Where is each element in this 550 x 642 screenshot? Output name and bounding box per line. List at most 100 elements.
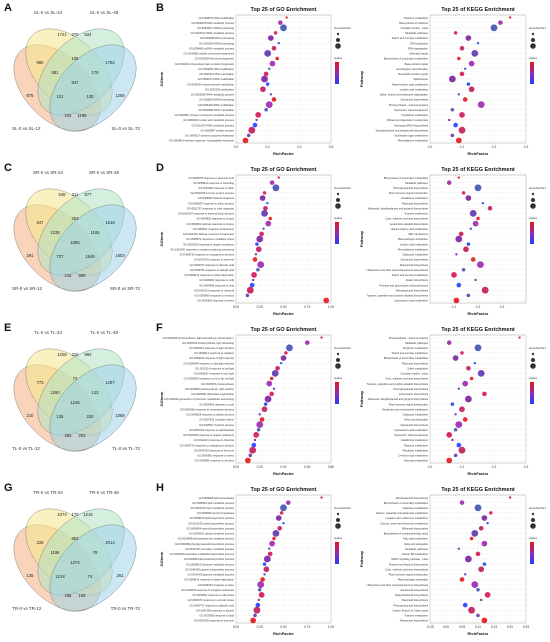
term-label: Anthocyanin biosynthesis bbox=[399, 392, 429, 396]
venn-region-count: 156 bbox=[65, 593, 73, 598]
enrichment-point bbox=[269, 180, 275, 185]
term-label: GO:0006694 steroid biosynthetic process bbox=[186, 526, 234, 530]
size-legend-dot bbox=[531, 192, 535, 196]
venn-region-count: 1603 bbox=[115, 253, 125, 258]
venn-set-label: SL-0 vs SL-24 bbox=[34, 10, 63, 15]
plot-title: Top 25 of KEGG Enrichment bbox=[441, 487, 515, 493]
term-label: GO:0009812 flavonoid metabolic process bbox=[186, 562, 234, 566]
x-tick-label: 0.40 bbox=[280, 465, 286, 469]
venn-region-count: 1721 bbox=[57, 32, 67, 37]
enrichment-point bbox=[255, 111, 262, 118]
enrichment-point bbox=[273, 31, 278, 35]
term-label: Monoterpenoid biosynthesis bbox=[396, 288, 429, 292]
x-tick-label: 1.00 bbox=[328, 625, 334, 629]
enrichment-point bbox=[446, 431, 453, 438]
term-label: GO:0043207 response to external biotic s… bbox=[178, 212, 235, 216]
color-legend-title: qvalue bbox=[334, 536, 343, 540]
enrichment-point bbox=[278, 20, 283, 25]
term-label: GO:0009409 response to cold bbox=[199, 402, 234, 406]
term-label: GO:0009698 phenylpropanoid metabolic pro… bbox=[178, 537, 235, 541]
enrichment-point bbox=[262, 191, 267, 195]
term-label: GO:0009737 response to abscisic acid bbox=[189, 263, 234, 267]
enrichment-point bbox=[472, 220, 479, 227]
color-legend-title: qvalue bbox=[529, 376, 538, 380]
term-label: GO:0009768 photosynthesis, light harvest… bbox=[163, 336, 235, 340]
venn-region-count: 311 bbox=[72, 192, 79, 197]
enrichment-point bbox=[466, 82, 471, 86]
term-label: Tyrosine metabolism bbox=[404, 212, 428, 216]
venn-set-label: SR-0 vs SR-48 bbox=[89, 170, 120, 175]
term-label: GO:0009725 response to hormone bbox=[194, 619, 235, 623]
venn-region-count: 135 bbox=[27, 573, 35, 578]
enrichment-point bbox=[465, 395, 472, 403]
venn-set-label: TL-0 vs TL-48 bbox=[90, 330, 118, 335]
venn-region-count: 773 bbox=[37, 380, 45, 385]
venn-region-count: 1245 bbox=[70, 400, 80, 405]
enrichment-point bbox=[249, 282, 255, 288]
enrichment-point bbox=[478, 525, 484, 531]
venn-set-label: TL-0 vs TL-12 bbox=[12, 446, 40, 451]
size-legend-dot bbox=[531, 32, 535, 36]
term-label: Sesquiterpenoid and triterpenoid biosynt… bbox=[376, 128, 429, 132]
enrichment-point bbox=[250, 617, 256, 624]
venn-diagram-c: SR-0 vs SR-12 SR-0 vs SR-24 SR-0 vs SR-48 S… bbox=[12, 170, 140, 292]
enrichment-point bbox=[251, 271, 257, 278]
enrichment-point bbox=[256, 267, 260, 272]
venn-region-count: 847 bbox=[72, 80, 80, 85]
enrichment-point bbox=[458, 231, 464, 237]
enrichment-point bbox=[255, 602, 261, 608]
enrichment-point bbox=[255, 246, 262, 253]
term-label: Linoleic acid metabolism bbox=[400, 242, 428, 246]
term-label: GO:0050896 response to stimulus bbox=[195, 459, 235, 463]
size-legend-dot bbox=[531, 512, 535, 516]
enrichment-point bbox=[462, 380, 469, 387]
term-label: GO:0034660 ncRNA metabolic process bbox=[189, 46, 235, 50]
y-axis-label: GOterm bbox=[160, 551, 164, 566]
term-label: GO:0010114 response to red light bbox=[195, 366, 234, 370]
enrichment-point bbox=[253, 431, 260, 438]
term-label: GO:0016070 RNA metabolic process bbox=[191, 123, 234, 127]
term-label: GO:0009987 cellular process bbox=[200, 128, 234, 132]
term-label: GO:0090304 nucleic acid metabolic proces… bbox=[183, 118, 234, 122]
enrichment-point bbox=[267, 551, 273, 557]
venn-region-count: 1206 bbox=[57, 352, 67, 357]
venn-region-count: 1216 bbox=[83, 512, 93, 517]
venn-set-4 bbox=[49, 364, 137, 452]
enrichment-point bbox=[457, 56, 461, 61]
enrichment-point bbox=[452, 355, 459, 361]
color-legend-title: qvalue bbox=[334, 56, 343, 60]
venn-region-count: 74 bbox=[88, 574, 93, 579]
term-label: GO:0009637 response to blue light bbox=[194, 372, 235, 376]
color-legend-bar bbox=[530, 382, 534, 404]
x-tick-label: 0.75 bbox=[304, 305, 310, 309]
x-axis-label: RichFactor bbox=[468, 471, 489, 476]
enrichment-point bbox=[469, 376, 474, 381]
term-label: Ubiquinone and other terpenoid-quinone b… bbox=[367, 268, 429, 272]
enrichment-point bbox=[457, 387, 460, 390]
x-tick-label: 1.00 bbox=[328, 305, 334, 309]
term-label: Biosynthesis of secondary metabolites bbox=[384, 356, 429, 360]
enrichment-point bbox=[320, 496, 323, 499]
term-label: Sulfur metabolism bbox=[407, 366, 428, 370]
enrichment-point bbox=[457, 176, 460, 179]
term-label: GO:0048511 rhythmic process bbox=[199, 423, 235, 427]
term-label: GO:0009628 response to abiotic stimulus bbox=[186, 413, 234, 417]
enrichment-point bbox=[259, 417, 265, 422]
term-label: MAPK signaling pathway - plant bbox=[391, 557, 428, 561]
term-label: Zeatin biosynthesis bbox=[406, 278, 429, 282]
term-label: Photosynthesis - antenna proteins bbox=[389, 336, 429, 340]
enrichment-point bbox=[249, 446, 257, 454]
enrichment-point bbox=[481, 617, 488, 624]
term-label: GO:0008152 RNA modification bbox=[199, 16, 235, 20]
enrichment-point bbox=[466, 365, 471, 371]
venn-set-label: TL-0 vs TL-72 bbox=[112, 446, 140, 451]
enrichment-point bbox=[257, 261, 265, 268]
enrichment-point bbox=[248, 126, 256, 134]
venn-region-count: 283 bbox=[65, 433, 73, 438]
term-label: GO:0009651 response to salt stress bbox=[192, 593, 234, 597]
term-label: GO:0015979 photosynthesis bbox=[201, 382, 235, 386]
term-label: GO:0000154 rRNA modification bbox=[198, 77, 235, 81]
size-legend-dot bbox=[336, 192, 340, 196]
enrichment-point bbox=[271, 45, 277, 51]
enrichment-point bbox=[253, 613, 257, 618]
